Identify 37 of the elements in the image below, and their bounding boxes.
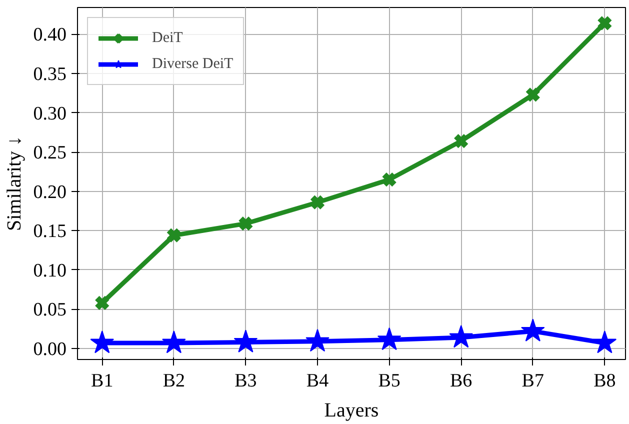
x-tick-label: B3 bbox=[234, 370, 257, 392]
x-tick-label: B1 bbox=[91, 370, 114, 392]
x-tick-label: B8 bbox=[594, 370, 616, 392]
point bbox=[166, 227, 182, 244]
y-tick-label: 0.00 bbox=[33, 339, 66, 360]
x-tick-label: B5 bbox=[378, 370, 400, 392]
x-axis-title: Layers bbox=[324, 400, 379, 422]
legend-label: DeiT bbox=[152, 30, 183, 46]
x-tick-label: B6 bbox=[450, 370, 472, 392]
point bbox=[162, 330, 186, 354]
point bbox=[377, 327, 402, 350]
y-axis-title: Similarity ↓ bbox=[3, 136, 26, 231]
y-tick-label: 0.35 bbox=[33, 64, 66, 85]
point bbox=[234, 330, 258, 352]
point bbox=[306, 328, 330, 352]
point bbox=[449, 325, 474, 348]
x-tick-label: B4 bbox=[306, 370, 330, 392]
y-tick-label: 0.25 bbox=[33, 142, 66, 164]
point bbox=[524, 86, 541, 103]
point bbox=[520, 318, 545, 342]
point bbox=[453, 133, 470, 150]
point bbox=[94, 294, 110, 311]
x-tick-label: B7 bbox=[522, 370, 544, 392]
point bbox=[310, 194, 326, 210]
y-tick-label: 0.15 bbox=[33, 221, 66, 242]
x-tick-label: B2 bbox=[162, 370, 186, 392]
point bbox=[381, 172, 398, 188]
point bbox=[592, 330, 617, 354]
y-tick-label: 0.05 bbox=[33, 300, 66, 321]
point bbox=[238, 216, 254, 232]
y-tick-label: 0.10 bbox=[33, 260, 66, 282]
point bbox=[596, 15, 613, 32]
y-tick-label: 0.30 bbox=[33, 103, 66, 124]
legend-label: Diverse DeiT bbox=[152, 56, 234, 72]
y-tick-label: 0.40 bbox=[33, 24, 66, 46]
point bbox=[90, 330, 114, 354]
y-tick-label: 0.20 bbox=[33, 182, 66, 203]
